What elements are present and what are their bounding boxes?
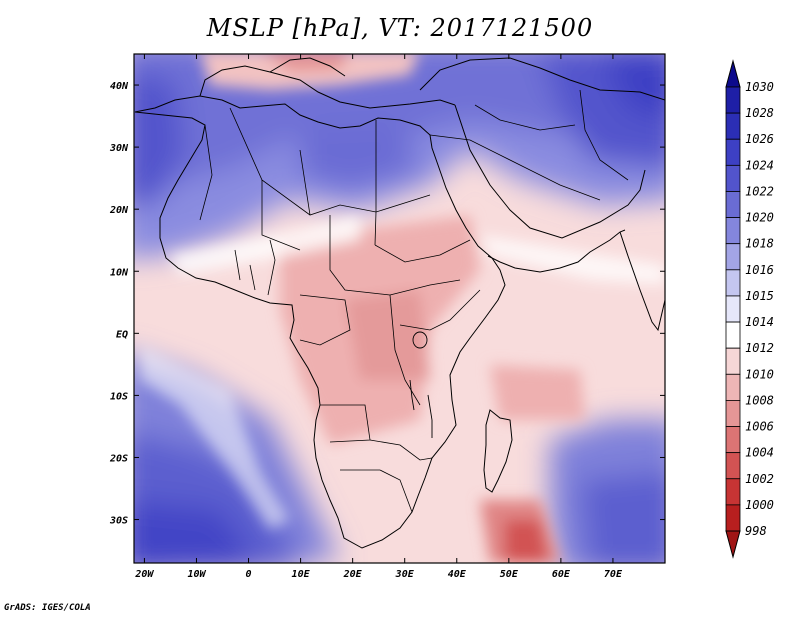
colorbar-level-label: 1006 [745, 420, 774, 434]
colorbar-level-label: 1014 [745, 315, 774, 329]
colorbar-level-label: 1030 [745, 80, 774, 94]
pressure-field [134, 54, 665, 563]
lat-tick-label: 10N [110, 267, 129, 278]
colorbar-swatch [725, 321, 741, 349]
colorbar-swatch [725, 452, 741, 480]
colorbar: 1030 1028 1026 1024 1022 1020 1018 1016 1015 1014… [725, 59, 774, 559]
colorbar-level-label: 1024 [745, 158, 774, 172]
colorbar-level-label: 1016 [745, 263, 774, 277]
lat-tick-label: 20S [109, 453, 128, 464]
colorbar-level-label: 1004 [745, 446, 774, 460]
colorbar-swatch [725, 400, 741, 427]
colorbar-swatch [725, 243, 741, 271]
lon-tick-label: 10W [187, 569, 206, 580]
lon-tick-label: 20W [134, 569, 154, 580]
lat-tick-label: 30S [109, 516, 128, 527]
colorbar-level-label: 1022 [745, 184, 774, 198]
colorbar-swatch [725, 86, 741, 114]
lakes [409, 331, 433, 438]
colorbar-swatch [725, 112, 741, 140]
colorbar-level-label: 1015 [745, 289, 774, 303]
lat-tick-label: EQ [116, 329, 128, 340]
lon-tick-label: 30E [395, 569, 415, 580]
lon-tick-label: 20E [343, 569, 363, 580]
colorbar-level-label: 1026 [745, 132, 774, 146]
map-frame [133, 53, 666, 564]
lon-tick-label: 60E [552, 569, 571, 580]
colorbar-swatch [725, 191, 741, 218]
lon-tick-label: 40E [448, 569, 467, 580]
colorbar-swatch [725, 504, 741, 532]
colorbar-swatch [725, 138, 741, 166]
lon-tick-label: 70E [604, 569, 623, 580]
colorbar-swatch [725, 295, 741, 323]
map-title: MSLP [hPa], VT: 2017121500 [206, 14, 594, 42]
colorbar-top-arrow [725, 59, 741, 88]
coastlines [134, 57, 665, 549]
colorbar-swatch [725, 269, 741, 297]
colorbar-swatch [725, 478, 741, 506]
colorbar-swatch [725, 347, 741, 375]
borders [199, 89, 629, 513]
colorbar-level-label: 1012 [745, 341, 774, 355]
colorbar-level-label: 998 [745, 524, 767, 538]
credit-label: GrADS: IGES/COLA [4, 603, 91, 613]
colorbar-level-label: 1028 [745, 106, 774, 120]
latitude-axis: 40N 30N 20N 10N EQ 10S 20S 30S [109, 81, 665, 527]
colorbar-level-label: 1020 [745, 211, 774, 225]
lat-tick-label: 30N [109, 143, 129, 154]
lon-tick-label: 0 [246, 569, 252, 580]
colorbar-level-label: 1008 [745, 393, 774, 407]
lat-tick-label: 10S [110, 391, 128, 402]
colorbar-swatch [725, 426, 741, 454]
colorbar-level-label: 1010 [745, 367, 774, 381]
lon-tick-label: 50E [500, 569, 519, 580]
colorbar-swatch [725, 217, 741, 245]
colorbar-level-label: 1002 [745, 472, 774, 486]
colorbar-level-label: 1000 [745, 498, 774, 512]
lat-tick-label: 20N [109, 205, 129, 216]
colorbar-swatch [725, 373, 741, 401]
colorbar-bottom-arrow [725, 530, 741, 559]
longitude-axis: 20W 10W 0 10E 20E 30E 40E 50E 60E 70E [134, 54, 623, 580]
colorbar-level-label: 1018 [745, 237, 774, 251]
lon-tick-label: 10E [292, 569, 311, 580]
lat-tick-label: 40N [110, 81, 129, 92]
colorbar-swatch [725, 164, 741, 192]
